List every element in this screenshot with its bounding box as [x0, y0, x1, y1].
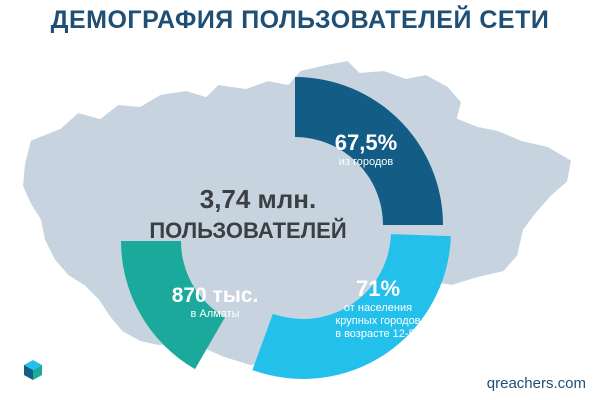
slice-caption-line: в возрасте 12-54: [335, 328, 421, 340]
donut-slice-1: [295, 77, 443, 225]
chart-title: ДЕМОГРАФИЯ ПОЛЬЗОВАТЕЛЕЙ СЕТИ: [50, 6, 550, 34]
slice-caption-line: из городов: [339, 156, 394, 168]
slice-caption-line: крупных городов: [335, 315, 420, 327]
donut-slice-3: [121, 241, 225, 370]
cube-logo-icon: [22, 359, 44, 386]
slice-value-label: 870 тыс.: [172, 284, 259, 307]
slice-value-label: 67,5%: [335, 130, 397, 155]
slice-caption-line: в Алматы: [190, 308, 239, 320]
slice-value-label: 71%: [356, 276, 400, 301]
total-users-label: ПОЛЬЗОВАТЕЛЕЙ: [149, 218, 346, 243]
donut-slice-2: [252, 234, 451, 379]
total-users-value: 3,74 млн.: [200, 184, 317, 214]
site-url: qreachers.com: [486, 375, 586, 392]
slice-caption-line: от населения: [344, 302, 412, 314]
